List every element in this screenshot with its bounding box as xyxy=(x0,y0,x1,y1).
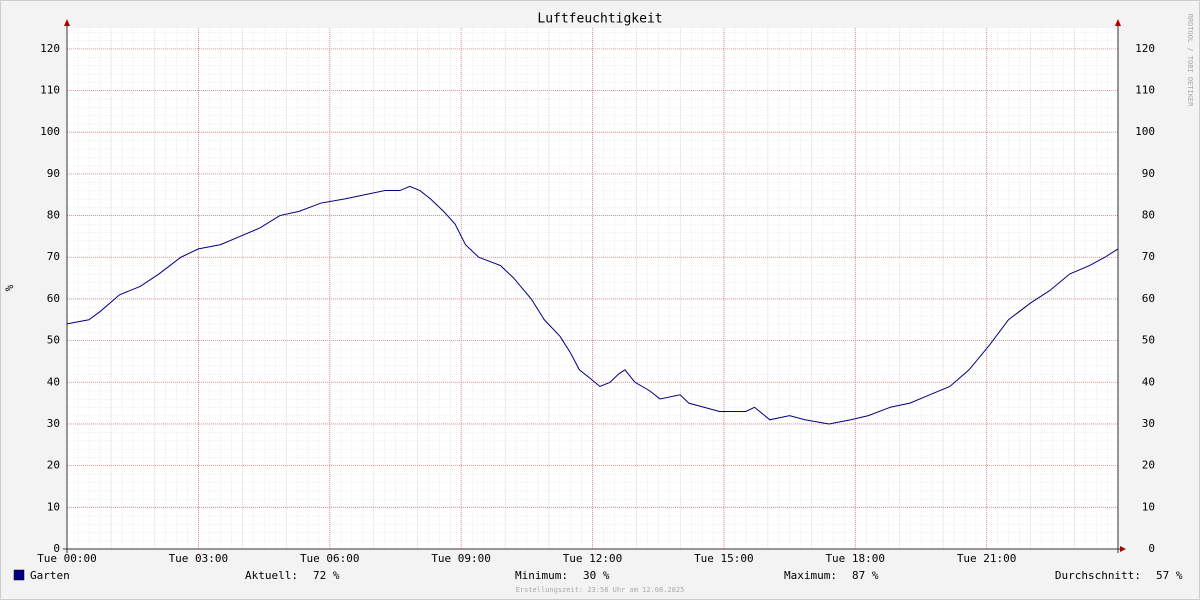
footer: Erstellungszeit: 23:58 Uhr am 12.08.2025 xyxy=(516,586,685,594)
y-tick-label: 70 xyxy=(47,250,60,263)
x-tick-label: Tue 09:00 xyxy=(431,552,491,565)
x-tick-label: Tue 06:00 xyxy=(300,552,360,565)
y2-tick-label: 100 xyxy=(1135,125,1155,138)
x-tick-label: Tue 15:00 xyxy=(694,552,754,565)
stat-label: Maximum: xyxy=(784,569,837,582)
y-tick-label: 90 xyxy=(47,167,60,180)
x-tick-label: Tue 18:00 xyxy=(825,552,885,565)
y-tick-label: 100 xyxy=(40,125,60,138)
y2-tick-label: 40 xyxy=(1142,375,1155,388)
y-axis-label: % xyxy=(3,284,16,291)
y-tick-label: 120 xyxy=(40,42,60,55)
y2-tick-label: 70 xyxy=(1142,250,1155,263)
y2-tick-label: 120 xyxy=(1135,42,1155,55)
y-tick-label: 110 xyxy=(40,84,60,97)
y2-tick-label: 10 xyxy=(1142,500,1155,513)
y-tick-label: 10 xyxy=(47,500,60,513)
y2-tick-label: 110 xyxy=(1135,84,1155,97)
y-tick-label: 30 xyxy=(47,417,60,430)
legend-swatch xyxy=(13,569,25,581)
y-tick-label: 40 xyxy=(47,375,60,388)
y-tick-label: 20 xyxy=(47,459,60,472)
y2-tick-label: 50 xyxy=(1142,334,1155,347)
y2-tick-label: 30 xyxy=(1142,417,1155,430)
x-tick-label: Tue 03:00 xyxy=(169,552,229,565)
y2-tick-label: 0 xyxy=(1148,542,1155,555)
y2-tick-label: 90 xyxy=(1142,167,1155,180)
watermark: RRDTOOL / TOBI OETIKER xyxy=(1186,14,1194,108)
y2-tick-label: 80 xyxy=(1142,209,1155,222)
legend-label: Garten xyxy=(30,569,70,582)
y2-tick-label: 60 xyxy=(1142,292,1155,305)
y-tick-label: 50 xyxy=(47,334,60,347)
x-tick-label: Tue 12:00 xyxy=(563,552,623,565)
chart-title: Luftfeuchtigkeit xyxy=(537,12,662,27)
y-tick-label: 0 xyxy=(53,542,60,555)
stat-label: Durchschnitt: xyxy=(1055,569,1141,582)
data-line xyxy=(66,185,1119,425)
stat-label: Aktuell: xyxy=(245,569,298,582)
y-tick-label: 60 xyxy=(47,292,60,305)
x-tick-label: Tue 21:00 xyxy=(957,552,1017,565)
stat-value: 72 % xyxy=(313,569,340,582)
x-tick-label: Tue 00:00 xyxy=(37,552,97,565)
stat-value: 57 % xyxy=(1156,569,1183,582)
stat-value: 30 % xyxy=(583,569,610,582)
y-tick-label: 80 xyxy=(47,209,60,222)
stat-label: Minimum: xyxy=(515,569,568,582)
stat-value: 87 % xyxy=(852,569,879,582)
y2-tick-label: 20 xyxy=(1142,459,1155,472)
